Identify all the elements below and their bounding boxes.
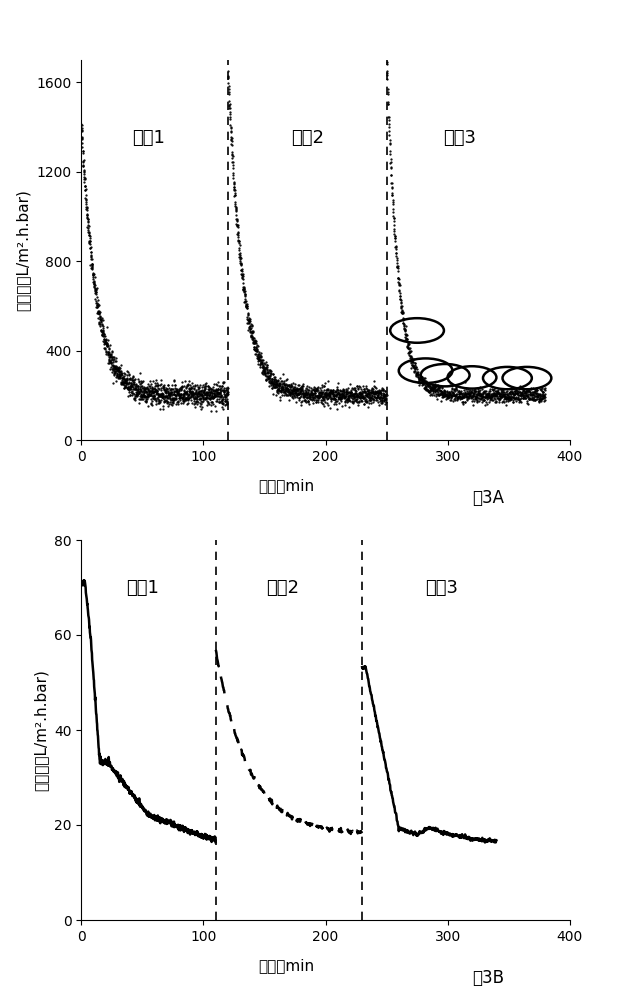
X-axis label: 时间，min: 时间，min	[259, 478, 314, 493]
X-axis label: 时间，min: 时间，min	[259, 958, 314, 973]
Text: 循环2: 循环2	[290, 129, 324, 147]
Y-axis label: 水通量，L/m².h.bar): 水通量，L/m².h.bar)	[16, 189, 31, 311]
Text: 循环3: 循环3	[425, 578, 458, 596]
Text: 循环1: 循环1	[132, 129, 165, 147]
Text: 图3B: 图3B	[472, 969, 504, 987]
Y-axis label: 水通量，L/m².h.bar): 水通量，L/m².h.bar)	[33, 669, 48, 791]
Text: 图3A: 图3A	[472, 489, 504, 507]
Text: 循环1: 循环1	[126, 578, 159, 596]
Text: 循环2: 循环2	[266, 578, 299, 596]
Text: 循环3: 循环3	[443, 129, 476, 147]
